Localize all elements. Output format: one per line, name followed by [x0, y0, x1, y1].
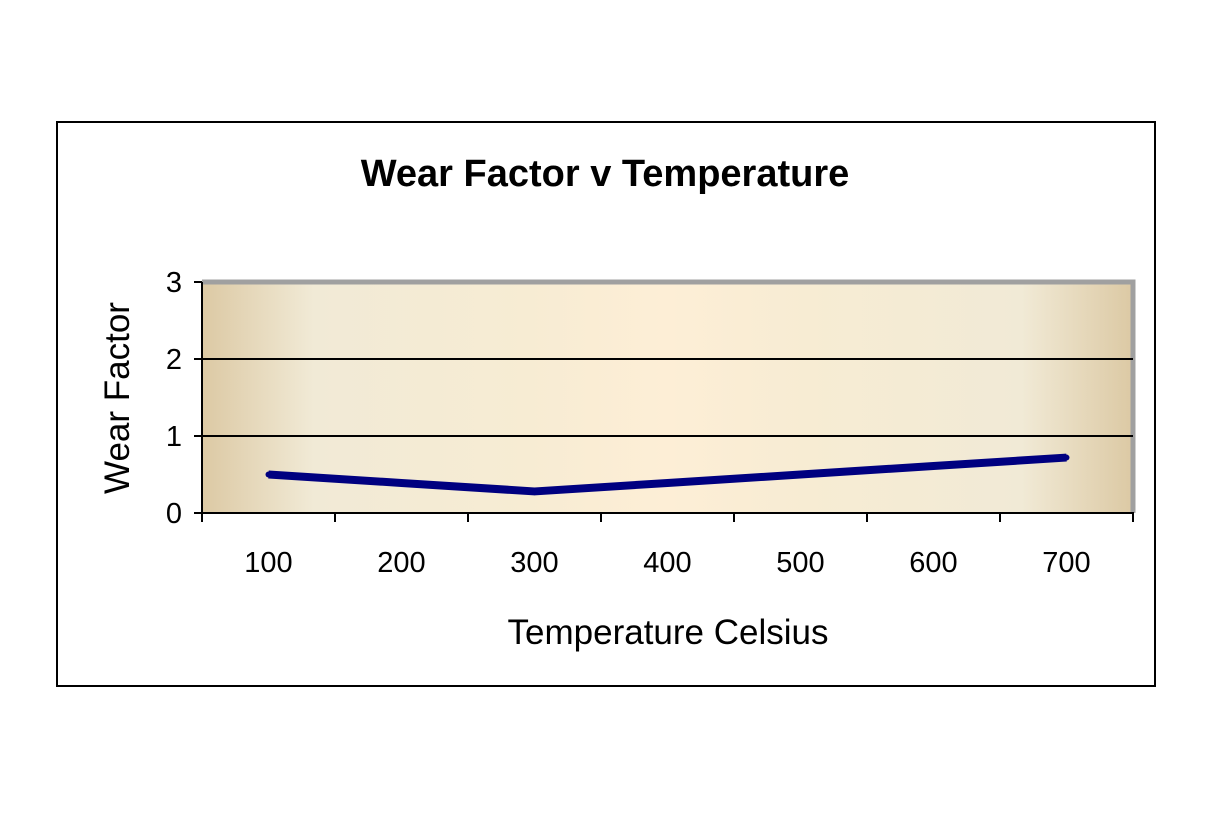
data-point	[797, 471, 804, 478]
y-tick-label: 1	[166, 421, 182, 453]
x-tick-label: 600	[909, 547, 957, 579]
data-point	[1063, 454, 1070, 461]
data-point	[930, 463, 937, 470]
y-axis-title: Wear Factor	[98, 302, 137, 494]
gridlines	[202, 358, 1133, 437]
data-point	[398, 479, 405, 486]
plot-area	[202, 279, 1136, 513]
x-tick-label: 500	[776, 547, 824, 579]
x-tick-label: 700	[1042, 547, 1090, 579]
data-series	[265, 453, 1070, 496]
y-tick-label: 0	[166, 498, 182, 530]
x-tick-label: 400	[643, 547, 691, 579]
data-point	[265, 471, 272, 478]
data-point	[664, 479, 671, 486]
x-tick-label: 300	[510, 547, 558, 579]
y-tick-label: 2	[166, 344, 182, 376]
x-tick-labels: 100 200 300 400 500 600 700	[244, 547, 1090, 579]
x-tick-label: 100	[244, 547, 292, 579]
y-tick-labels: 0 1 2 3	[166, 267, 182, 530]
y-tick-label: 3	[166, 267, 182, 299]
data-point	[531, 488, 538, 495]
plot-background	[202, 282, 1133, 513]
chart-title: Wear Factor v Temperature	[361, 153, 850, 195]
x-axis-title: Temperature Celsius	[508, 613, 829, 652]
axes	[194, 281, 1134, 522]
x-tick-label: 200	[377, 547, 425, 579]
